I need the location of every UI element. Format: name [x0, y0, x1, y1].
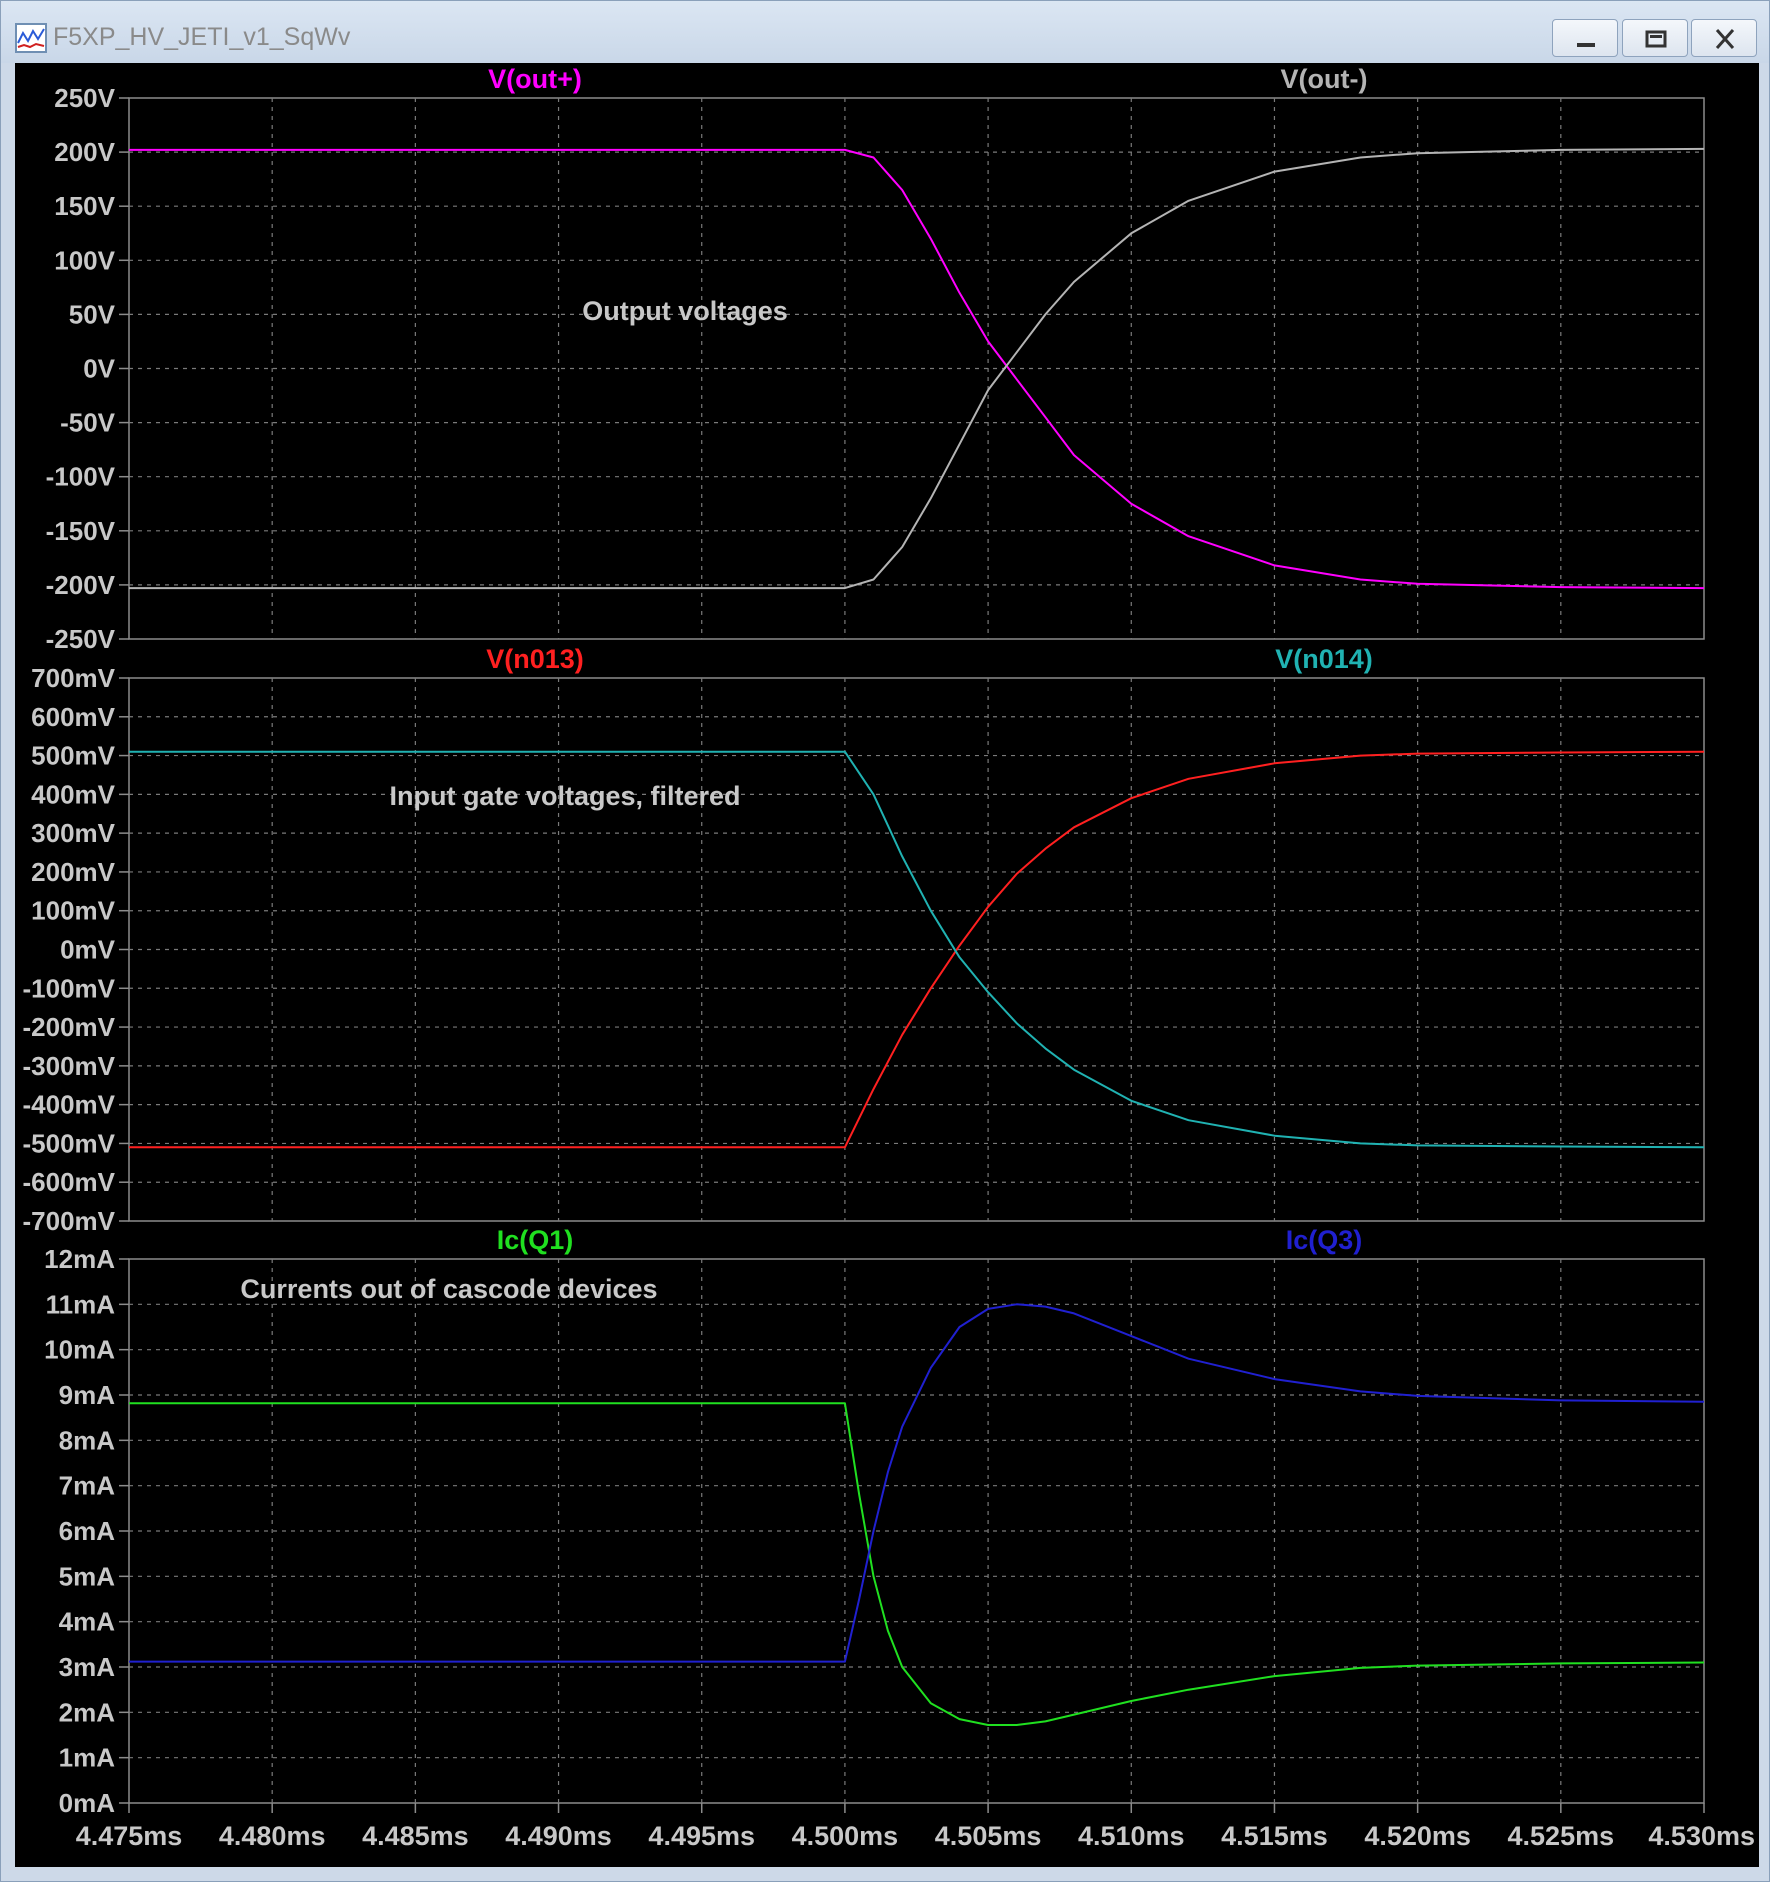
y-tick-label: 4mA — [59, 1607, 116, 1637]
series-trace-Ic(Q1)[interactable] — [129, 1402, 1705, 1726]
y-tick-label: 11mA — [46, 1289, 116, 1319]
y-tick-label: -200mV — [23, 1012, 116, 1042]
y-tick-label: 600mV — [31, 702, 115, 732]
minimize-icon — [1577, 43, 1595, 47]
x-tick-label: 4.495ms — [648, 1821, 755, 1851]
y-tick-label: 9mA — [59, 1380, 116, 1410]
series-name-Ic(Q3)[interactable]: Ic(Q3) — [1286, 1225, 1363, 1255]
y-tick-label: 300mV — [31, 818, 115, 848]
series-name-V(out+)[interactable]: V(out+) — [488, 64, 582, 94]
x-tick-label: 4.520ms — [1364, 1821, 1471, 1851]
y-tick-label: 3mA — [59, 1652, 116, 1682]
series-name-Ic(Q1)[interactable]: Ic(Q1) — [497, 1225, 574, 1255]
y-tick-label: 200mV — [31, 857, 115, 887]
y-tick-label: 200V — [54, 137, 115, 167]
y-tick-label: 8mA — [59, 1425, 116, 1455]
restore-button[interactable] — [1622, 19, 1688, 57]
y-tick-label: 5mA — [59, 1561, 116, 1591]
y-tick-label: -300mV — [23, 1051, 116, 1081]
title-bar[interactable]: F5XP_HV_JETI_v1_SqWv — [1, 1, 1769, 63]
y-tick-label: 150V — [54, 191, 115, 221]
y-tick-label: -100V — [46, 462, 116, 492]
window-title: F5XP_HV_JETI_v1_SqWv — [53, 23, 351, 51]
y-tick-label: 0mA — [59, 1788, 116, 1818]
plot-annotation: Currents out of cascode devices — [240, 1274, 657, 1304]
y-tick-label: -50V — [60, 408, 116, 438]
minimize-button[interactable] — [1552, 19, 1618, 57]
series-name-V(out-)[interactable]: V(out-) — [1281, 64, 1368, 94]
x-tick-label: 4.500ms — [792, 1821, 899, 1851]
y-tick-label: 100mV — [31, 896, 115, 926]
y-tick-label: 6mA — [59, 1516, 116, 1546]
x-tick-label: 4.490ms — [505, 1821, 612, 1851]
restore-icon — [1645, 30, 1667, 48]
x-tick-label: 4.505ms — [935, 1821, 1042, 1851]
close-button[interactable] — [1691, 19, 1757, 57]
y-tick-label: -100mV — [23, 973, 116, 1003]
plot-annotation: Input gate voltages, filtered — [389, 781, 740, 811]
y-tick-label: -250V — [46, 624, 116, 654]
y-tick-label: 12mA — [44, 1244, 115, 1274]
waveform-chart[interactable]: 250V 200V 150V 100V 50V 0V -50V -100V -150V -200V… — [15, 63, 1759, 1867]
y-tick-label: 500mV — [31, 741, 115, 771]
y-tick-label: -600mV — [23, 1167, 116, 1197]
y-tick-label: 100V — [54, 245, 115, 275]
series-name-V(n014)[interactable]: V(n014) — [1275, 644, 1373, 674]
x-tick-label: 4.510ms — [1078, 1821, 1185, 1851]
x-tick-label: 4.485ms — [362, 1821, 469, 1851]
y-tick-label: -150V — [46, 516, 116, 546]
y-tick-label: 0V — [83, 354, 115, 384]
y-tick-label: -500mV — [23, 1128, 116, 1158]
y-tick-label: 2mA — [59, 1697, 116, 1727]
series-trace-Ic(Q3)[interactable] — [129, 1303, 1705, 1663]
x-tick-label: 4.475ms — [76, 1821, 183, 1851]
series-trace-V(out-)[interactable] — [129, 147, 1705, 590]
y-tick-label: -200V — [46, 570, 116, 600]
y-tick-label: 50V — [69, 299, 116, 329]
x-tick-label: 4.480ms — [219, 1821, 326, 1851]
y-tick-label: -400mV — [23, 1090, 116, 1120]
series-trace-V(out+)[interactable] — [129, 148, 1705, 590]
y-tick-label: 1mA — [59, 1743, 116, 1773]
waveform-icon — [15, 23, 47, 53]
y-tick-label: 400mV — [31, 779, 115, 809]
close-icon — [1715, 29, 1735, 49]
series-trace-V(n014)[interactable] — [129, 750, 1705, 1149]
x-tick-label: 4.525ms — [1508, 1821, 1615, 1851]
y-tick-label: -700mV — [23, 1206, 116, 1236]
y-tick-label: 0mV — [60, 935, 116, 965]
plot-area[interactable]: 250V 200V 150V 100V 50V 0V -50V -100V -150V -200V… — [15, 63, 1759, 1867]
y-tick-label: 7mA — [59, 1471, 116, 1501]
x-tick-label: 4.515ms — [1221, 1821, 1328, 1851]
x-tick-label: 4.530ms — [1648, 1821, 1755, 1851]
series-name-V(n013)[interactable]: V(n013) — [486, 644, 584, 674]
series-trace-V(n013)[interactable] — [129, 750, 1705, 1149]
y-tick-label: 10mA — [44, 1335, 115, 1365]
plot-annotation: Output voltages — [582, 296, 788, 326]
y-tick-label: 700mV — [31, 663, 115, 693]
y-tick-label: 250V — [54, 83, 115, 113]
